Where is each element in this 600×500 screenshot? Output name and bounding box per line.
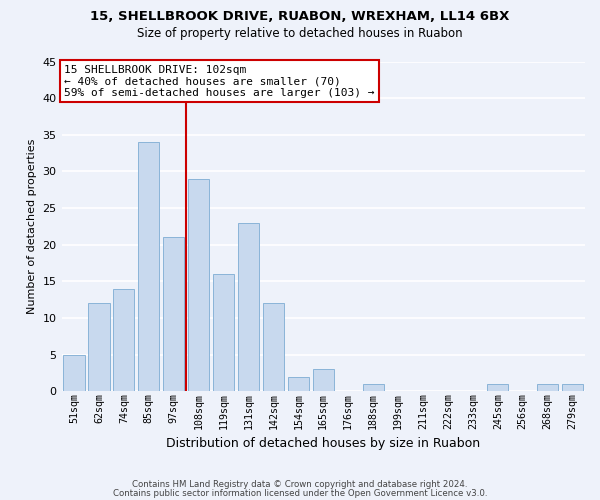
Bar — [487, 384, 508, 392]
Bar — [163, 238, 184, 392]
Text: Contains public sector information licensed under the Open Government Licence v3: Contains public sector information licen… — [113, 488, 487, 498]
Bar — [213, 274, 234, 392]
Bar — [562, 384, 583, 392]
Text: 15, SHELLBROOK DRIVE, RUABON, WREXHAM, LL14 6BX: 15, SHELLBROOK DRIVE, RUABON, WREXHAM, L… — [91, 10, 509, 23]
Text: 15 SHELLBROOK DRIVE: 102sqm
← 40% of detached houses are smaller (70)
59% of sem: 15 SHELLBROOK DRIVE: 102sqm ← 40% of det… — [64, 65, 374, 98]
Bar — [537, 384, 558, 392]
Bar — [64, 354, 85, 392]
Bar — [188, 179, 209, 392]
Bar — [288, 376, 309, 392]
Y-axis label: Number of detached properties: Number of detached properties — [27, 138, 37, 314]
Bar — [113, 288, 134, 392]
Bar — [263, 304, 284, 392]
Bar — [238, 222, 259, 392]
X-axis label: Distribution of detached houses by size in Ruabon: Distribution of detached houses by size … — [166, 437, 481, 450]
Text: Size of property relative to detached houses in Ruabon: Size of property relative to detached ho… — [137, 28, 463, 40]
Text: Contains HM Land Registry data © Crown copyright and database right 2024.: Contains HM Land Registry data © Crown c… — [132, 480, 468, 489]
Bar — [88, 304, 110, 392]
Bar — [138, 142, 160, 392]
Bar — [362, 384, 384, 392]
Bar — [313, 370, 334, 392]
